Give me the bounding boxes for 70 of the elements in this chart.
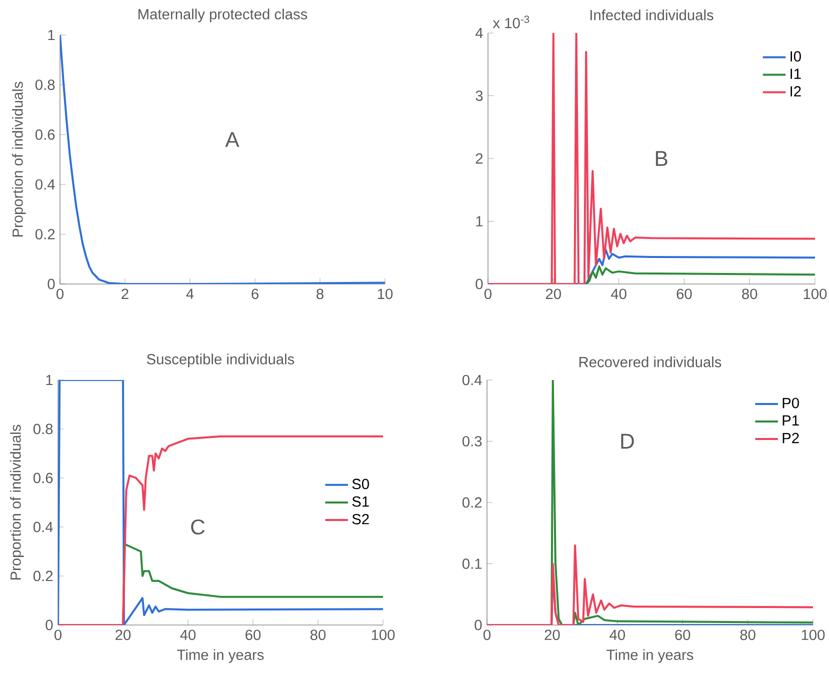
y-tick-label: 0.2: [33, 570, 53, 582]
chart-title: Infected individuals: [590, 10, 714, 20]
legend-label: S1: [352, 496, 369, 507]
chart-title: Susceptible individuals: [146, 354, 294, 368]
line-series: [488, 32, 815, 284]
y-tick-label: 0.2: [35, 229, 55, 240]
legend-label: S0: [352, 478, 369, 490]
legend-label: P2: [782, 432, 799, 444]
x-tick-label: 0: [56, 288, 64, 300]
x-tick-label: 60: [675, 630, 690, 640]
y-tick-label: 0.2: [462, 497, 482, 508]
x-tick-label: 40: [610, 630, 625, 640]
chart-title: Recovered individuals: [579, 356, 722, 368]
line-series: [60, 34, 386, 284]
x-tick-label: 100: [802, 630, 825, 640]
x-tick-label: 4: [186, 288, 194, 299]
y-tick-label: 0.8: [33, 424, 53, 434]
y-tick-label: 0: [46, 620, 53, 630]
annotation: D: [621, 434, 634, 449]
x-tick-label: 8: [316, 288, 324, 300]
annotation: A: [225, 132, 240, 147]
y-tick-label: 0.6: [35, 129, 55, 140]
legend-label: P1: [782, 415, 799, 426]
y-tick-label: 1: [48, 30, 55, 40]
x-tick-label: 20: [544, 630, 560, 640]
x-tick-label: 80: [740, 630, 756, 640]
x-tick-label: 60: [246, 630, 261, 640]
x-tick-label: 40: [610, 288, 626, 300]
x-tick-label: 6: [252, 288, 258, 300]
annotation: B: [656, 151, 668, 166]
legend-label: I1: [790, 68, 801, 79]
y-tick-label: 0.1: [462, 558, 482, 569]
text: x 10$^{-3}$: [492, 16, 530, 28]
x-axis-title: Time in years: [606, 649, 694, 663]
y-axis-title: Proportion of individuals: [12, 82, 26, 237]
y-tick-label: 0.3: [462, 436, 482, 446]
line-series: [58, 380, 384, 625]
x-tick-label: 0: [484, 288, 492, 300]
chart-title: Maternally protected class: [138, 8, 308, 22]
y-tick-label: 0.4: [33, 522, 53, 532]
y-tick-label: 2: [476, 153, 483, 164]
x-tick-label: 100: [804, 288, 827, 300]
x-tick-label: 60: [676, 288, 692, 300]
y-tick-label: 0: [476, 278, 483, 290]
y-tick-label: 0: [474, 620, 482, 630]
legend-label: P0: [782, 398, 799, 408]
x-axis-title: Time in years: [177, 649, 264, 663]
x-tick-label: 80: [742, 288, 758, 300]
legend-label: S2: [352, 514, 369, 524]
y-tick-label: 3: [476, 90, 483, 101]
x-tick-label: 20: [116, 630, 131, 640]
y-tick-label: 1: [46, 374, 53, 386]
x-tick-label: 100: [372, 630, 395, 640]
x-tick-label: 40: [180, 630, 196, 640]
x-tick-label: 2: [122, 288, 128, 299]
x-tick-label: 80: [310, 630, 326, 640]
y-tick-label: 0.8: [35, 80, 55, 90]
legend-label: I2: [790, 86, 801, 96]
y-tick-label: 0.4: [35, 179, 55, 190]
x-tick-label: 0: [483, 630, 490, 640]
y-tick-label: 0: [48, 278, 55, 290]
y-tick-label: 4: [475, 28, 483, 38]
annotation: C: [191, 519, 205, 535]
y-axis-title: Proportion of individuals: [10, 424, 24, 580]
legend-label: I0: [790, 51, 801, 62]
x-tick-label: 10: [378, 288, 393, 300]
y-tick-label: 1: [476, 216, 483, 226]
x-tick-label: 20: [546, 288, 561, 300]
y-tick-label: 0.6: [33, 472, 53, 484]
y-tick-label: 0.4: [462, 374, 482, 386]
